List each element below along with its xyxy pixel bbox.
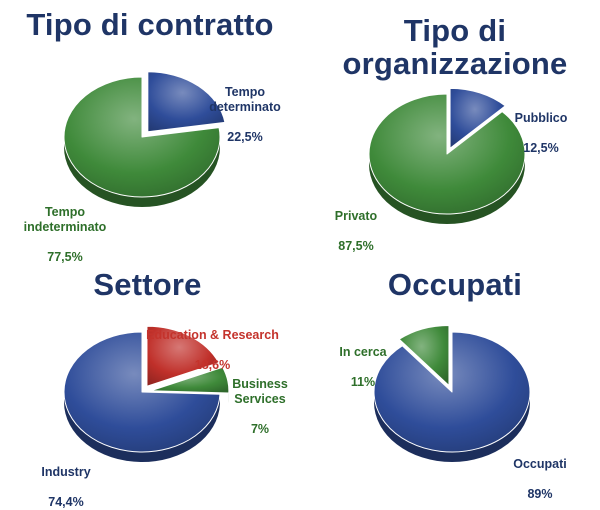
- slice-label-value: 89%: [527, 487, 552, 501]
- slice-label-text: Education & Research: [146, 328, 279, 342]
- slice-label-privato: Privato 87,5%: [325, 194, 387, 254]
- slice-label-value: 7%: [251, 422, 269, 436]
- chart-title: Tipo di contratto: [0, 8, 300, 41]
- slice-label-text: Privato: [335, 209, 377, 223]
- slice-label-text: Business Services: [232, 377, 288, 406]
- slice-label-text: Occupati: [513, 457, 567, 471]
- slice-label-occupati: Occupati 89%: [500, 442, 580, 502]
- slice-label-text: Pubblico: [515, 111, 568, 125]
- slice-label-text: In cerca: [339, 345, 386, 359]
- slice-label-value: 11%: [351, 375, 375, 389]
- chart-title: Settore: [25, 268, 270, 301]
- slice-label-business-services: Business Services 7%: [220, 362, 300, 437]
- chart-title: Tipo di organizzazione: [305, 14, 600, 80]
- slice-label-industry: Industry 74,4%: [30, 450, 102, 510]
- slice-label-value: 74,4%: [48, 495, 83, 509]
- slice-label-value: 22,5%: [227, 130, 262, 144]
- slice-label-value: 87,5%: [338, 239, 373, 253]
- slice-label-text: Tempo indeterminato: [24, 205, 107, 234]
- slice-label-in-cerca: In cerca 11%: [328, 330, 398, 390]
- chart-title: Occupati: [330, 268, 580, 301]
- slice-label-pubblico: Pubblico 12,5%: [500, 96, 582, 156]
- slice-label-text: Industry: [41, 465, 90, 479]
- slice-label-value: 77,5%: [47, 250, 82, 264]
- slice-label-text: Tempo determinato: [209, 85, 281, 114]
- slice-label-value: 12,5%: [523, 141, 558, 155]
- slice-label-tempo-indeterminato: Tempo indeterminato 77,5%: [10, 190, 120, 265]
- slice-label-tempo-determinato: Tempo determinato 22,5%: [200, 70, 290, 145]
